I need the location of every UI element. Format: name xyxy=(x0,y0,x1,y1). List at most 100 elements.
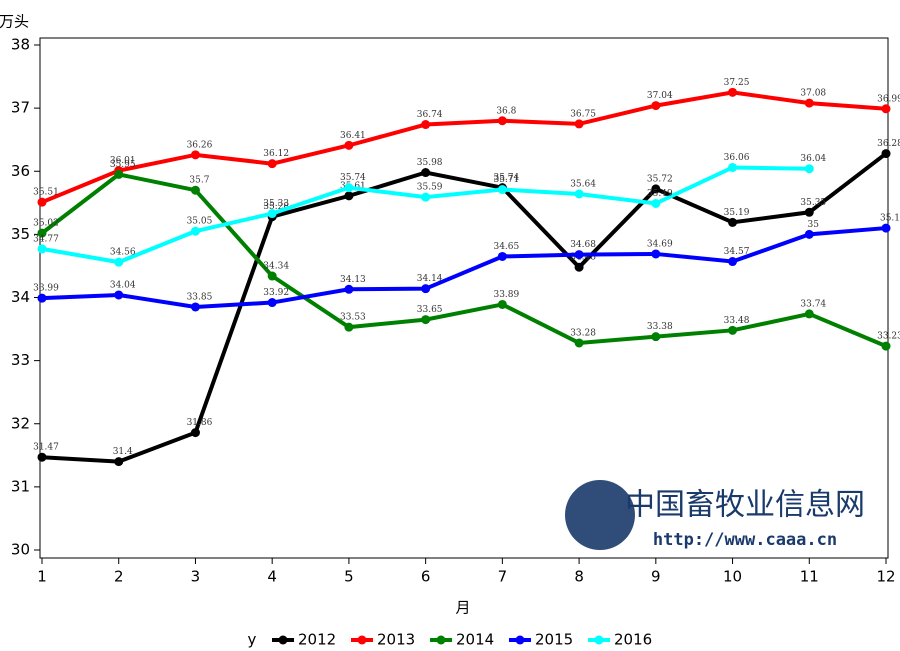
value-label: 35.33 xyxy=(263,199,289,209)
value-label: 34.04 xyxy=(110,280,136,290)
point xyxy=(881,223,891,233)
point xyxy=(881,341,891,351)
legend-marker xyxy=(594,635,604,645)
value-label: 33.28 xyxy=(570,328,596,338)
point xyxy=(651,198,661,208)
value-label: 33.99 xyxy=(33,284,59,294)
value-label: 36.8 xyxy=(496,106,516,116)
point xyxy=(728,325,738,335)
value-label: 35.98 xyxy=(417,158,443,168)
point xyxy=(574,189,584,199)
value-label: 35.51 xyxy=(33,188,59,198)
legend-marker xyxy=(278,635,288,645)
point xyxy=(574,250,584,260)
watermark-name: 中国畜牧业信息网 xyxy=(625,488,865,523)
x-axis-label: 月 xyxy=(455,599,470,617)
value-label: 33.92 xyxy=(263,288,289,298)
value-label: 36.74 xyxy=(417,110,443,120)
watermark-url: http://www.caaa.cn xyxy=(653,530,837,550)
point xyxy=(421,284,431,294)
value-label: 35.74 xyxy=(493,173,519,183)
x-tick-label: 7 xyxy=(498,568,508,586)
legend-label: 2014 xyxy=(456,631,494,649)
x-tick-label: 11 xyxy=(800,568,819,586)
x-tick-label: 2 xyxy=(114,568,124,586)
y-tick-label: 32 xyxy=(11,414,30,432)
x-tick-label: 8 xyxy=(574,568,584,586)
x-tick-label: 4 xyxy=(267,568,277,586)
value-label: 33.85 xyxy=(187,292,213,302)
series-line xyxy=(41,90,887,205)
point xyxy=(37,293,47,303)
value-label: 35.1 xyxy=(880,214,900,224)
value-label: 36.41 xyxy=(340,131,366,141)
value-label: 34.65 xyxy=(493,242,519,252)
value-label: 35.19 xyxy=(724,208,750,218)
legend-marker xyxy=(436,635,446,645)
x-tick-label: 9 xyxy=(651,568,661,586)
point xyxy=(190,302,200,312)
point xyxy=(344,183,354,193)
value-label: 35.28 xyxy=(263,202,289,212)
point xyxy=(804,207,814,217)
value-label: 35.74 xyxy=(340,173,366,183)
point xyxy=(37,197,47,207)
value-label: 36.06 xyxy=(724,153,750,163)
value-label: 37.04 xyxy=(647,91,673,101)
point xyxy=(267,271,277,281)
point xyxy=(37,452,47,462)
point xyxy=(190,150,200,160)
value-label: 36.01 xyxy=(110,156,136,166)
legend-label: 2015 xyxy=(535,631,573,649)
point xyxy=(728,257,738,267)
point xyxy=(651,184,661,194)
point xyxy=(574,338,584,348)
value-label: 35.71 xyxy=(493,175,519,185)
legend-label: 2012 xyxy=(298,631,336,649)
point xyxy=(421,120,431,130)
point xyxy=(804,164,814,174)
point xyxy=(344,284,354,294)
value-label: 34.77 xyxy=(33,234,59,244)
point xyxy=(190,226,200,236)
value-label: 33.53 xyxy=(340,313,366,323)
point xyxy=(190,185,200,195)
point xyxy=(267,298,277,308)
value-label: 36.99 xyxy=(877,94,900,104)
value-label: 34.56 xyxy=(110,248,136,258)
series-line xyxy=(41,151,888,464)
legend-marker xyxy=(357,635,367,645)
point xyxy=(651,332,661,342)
point xyxy=(728,162,738,172)
value-label: 35.35 xyxy=(800,198,826,208)
value-label: 37.25 xyxy=(724,78,750,88)
value-label: 36.12 xyxy=(263,149,289,159)
y-tick-label: 33 xyxy=(11,351,30,369)
value-label: 34.69 xyxy=(647,239,673,249)
point xyxy=(881,149,891,159)
watermark-logo xyxy=(565,480,635,550)
x-tick-label: 10 xyxy=(723,568,742,586)
point xyxy=(344,322,354,332)
point xyxy=(190,428,200,438)
y-axis-label: 万头 xyxy=(0,13,29,31)
point xyxy=(881,104,891,114)
x-tick-label: 5 xyxy=(344,568,354,586)
value-label: 34.34 xyxy=(263,262,289,272)
value-label: 36.26 xyxy=(187,140,213,150)
point xyxy=(497,299,507,309)
y-tick-label: 35 xyxy=(11,225,30,243)
point xyxy=(267,209,277,219)
value-label: 33.38 xyxy=(647,322,673,332)
legend-label: 2013 xyxy=(377,631,415,649)
point xyxy=(497,116,507,126)
y-tick-label: 31 xyxy=(11,477,30,495)
value-label: 33.48 xyxy=(724,316,750,326)
value-label: 36.28 xyxy=(877,139,900,149)
point xyxy=(574,119,584,129)
point xyxy=(114,457,124,467)
x-tick-label: 3 xyxy=(191,568,201,586)
value-label: 35.49 xyxy=(647,189,673,199)
point xyxy=(804,309,814,319)
